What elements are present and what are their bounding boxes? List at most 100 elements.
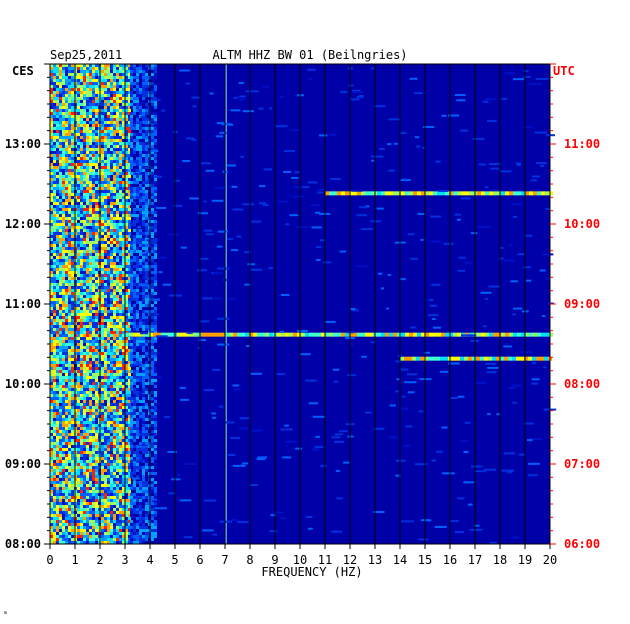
energy-cell bbox=[83, 382, 86, 385]
energy-cell bbox=[59, 244, 62, 247]
energy-cell bbox=[107, 193, 110, 196]
energy-cell bbox=[119, 148, 122, 151]
energy-cell bbox=[65, 424, 68, 427]
energy-cell bbox=[128, 166, 131, 169]
energy-cell bbox=[122, 496, 125, 499]
energy-cell bbox=[83, 532, 86, 535]
energy-cell bbox=[128, 394, 131, 397]
energy-cell bbox=[68, 223, 71, 226]
energy-cell bbox=[107, 199, 110, 202]
energy-cell bbox=[113, 337, 116, 340]
energy-cell bbox=[119, 118, 122, 121]
energy-cell bbox=[65, 370, 68, 373]
energy-cell bbox=[142, 262, 145, 265]
energy-cell bbox=[101, 205, 104, 208]
energy-cell bbox=[107, 130, 110, 133]
energy-cell bbox=[133, 127, 136, 130]
energy-cell bbox=[154, 67, 157, 70]
energy-cell bbox=[110, 463, 113, 466]
energy-cell bbox=[89, 310, 92, 313]
energy-cell bbox=[62, 397, 65, 400]
energy-cell bbox=[80, 76, 83, 79]
energy-cell bbox=[101, 505, 104, 508]
energy-cell bbox=[86, 238, 89, 241]
energy-cell bbox=[122, 292, 125, 295]
energy-cell bbox=[77, 394, 80, 397]
energy-cell bbox=[133, 310, 136, 313]
energy-cell bbox=[53, 406, 56, 409]
energy-cell bbox=[95, 442, 98, 445]
energy-cell bbox=[59, 430, 62, 433]
energy-cell bbox=[56, 511, 59, 514]
energy-cell bbox=[119, 538, 122, 541]
energy-cell bbox=[92, 238, 95, 241]
energy-cell bbox=[59, 139, 62, 142]
energy-cell bbox=[122, 508, 125, 511]
energy-cell bbox=[80, 283, 83, 286]
energy-cell bbox=[119, 511, 122, 514]
energy-cell bbox=[71, 247, 74, 250]
energy-cell bbox=[142, 160, 145, 163]
energy-cell bbox=[128, 379, 131, 382]
energy-cell bbox=[53, 490, 56, 493]
energy-cell bbox=[95, 214, 98, 217]
energy-cell bbox=[95, 112, 98, 115]
energy-cell bbox=[136, 160, 139, 163]
energy-cell bbox=[65, 379, 68, 382]
energy-cell bbox=[128, 484, 131, 487]
energy-cell bbox=[151, 187, 154, 190]
energy-cell bbox=[145, 211, 148, 214]
energy-cell bbox=[92, 283, 95, 286]
energy-cell bbox=[104, 343, 107, 346]
energy-cell bbox=[50, 235, 53, 238]
energy-cell bbox=[145, 136, 148, 139]
energy-cell bbox=[89, 430, 92, 433]
energy-cell bbox=[50, 361, 53, 364]
energy-cell bbox=[128, 481, 131, 484]
energy-cell bbox=[125, 436, 128, 439]
energy-cell bbox=[56, 358, 59, 361]
energy-cell bbox=[125, 355, 128, 358]
energy-cell bbox=[151, 262, 154, 265]
energy-cell bbox=[101, 280, 104, 283]
energy-cell bbox=[116, 376, 119, 379]
energy-cell bbox=[59, 388, 62, 391]
energy-cell bbox=[62, 160, 65, 163]
energy-cell bbox=[56, 103, 59, 106]
energy-cell bbox=[65, 121, 68, 124]
energy-cell bbox=[92, 448, 95, 451]
energy-cell bbox=[130, 289, 133, 292]
energy-cell bbox=[62, 439, 65, 442]
energy-cell bbox=[136, 313, 139, 316]
energy-cell bbox=[59, 115, 62, 118]
energy-cell bbox=[116, 517, 119, 520]
energy-cell bbox=[113, 139, 116, 142]
energy-cell bbox=[122, 532, 125, 535]
energy-cell bbox=[65, 232, 68, 235]
energy-cell bbox=[107, 94, 110, 97]
energy-cell bbox=[77, 361, 80, 364]
energy-cell bbox=[95, 526, 98, 529]
energy-cell bbox=[77, 226, 80, 229]
energy-cell bbox=[56, 79, 59, 82]
energy-cell bbox=[92, 226, 95, 229]
energy-cell bbox=[59, 229, 62, 232]
energy-cell bbox=[80, 274, 83, 277]
energy-cell bbox=[77, 106, 80, 109]
energy-cell bbox=[125, 526, 128, 529]
energy-cell bbox=[113, 202, 116, 205]
energy-cell bbox=[68, 67, 71, 70]
energy-cell bbox=[101, 316, 104, 319]
energy-cell bbox=[59, 151, 62, 154]
energy-cell bbox=[62, 313, 65, 316]
energy-cell bbox=[53, 280, 56, 283]
energy-cell bbox=[56, 409, 59, 412]
energy-cell bbox=[62, 124, 65, 127]
energy-cell bbox=[119, 301, 122, 304]
energy-cell bbox=[62, 517, 65, 520]
energy-cell bbox=[95, 142, 98, 145]
energy-cell bbox=[59, 208, 62, 211]
energy-cell bbox=[119, 373, 122, 376]
energy-cell bbox=[89, 172, 92, 175]
energy-cell bbox=[89, 346, 92, 349]
